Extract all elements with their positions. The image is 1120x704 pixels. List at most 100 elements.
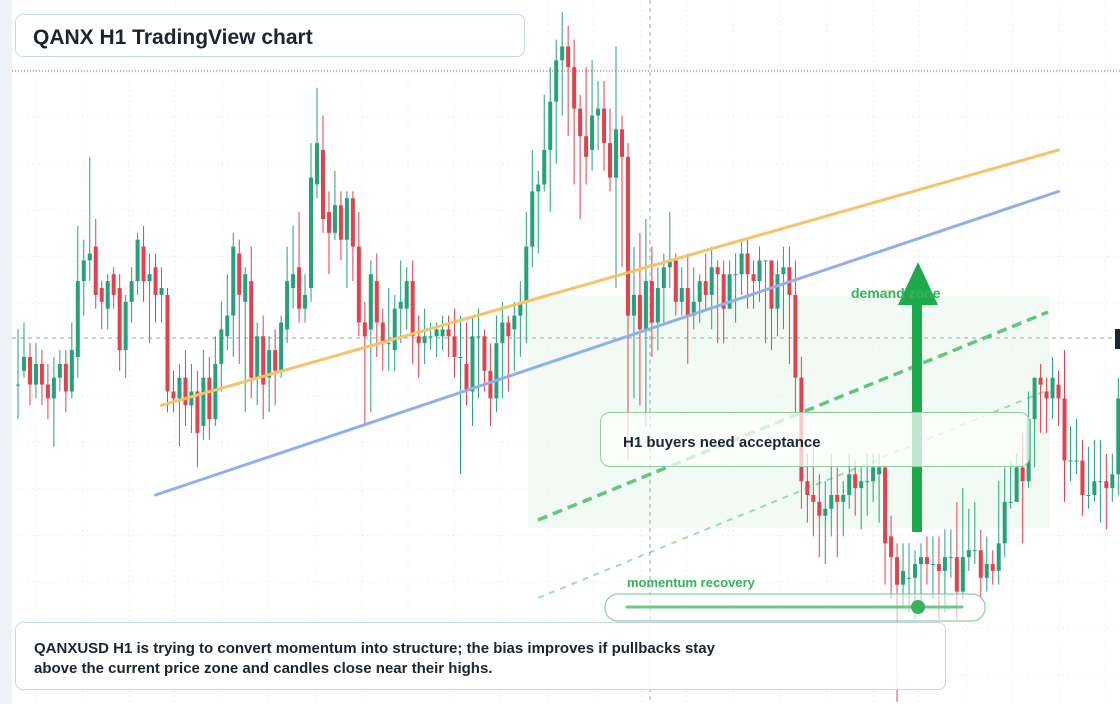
candle-body (374, 281, 379, 323)
candle-body (123, 301, 128, 351)
candle-body (440, 329, 445, 337)
candle-body (404, 281, 409, 309)
candle-body (625, 156, 630, 316)
candle-body (470, 336, 475, 392)
candle-body (320, 150, 325, 219)
candle-body (990, 564, 995, 571)
candle-body (398, 301, 403, 309)
candle-body (81, 260, 86, 282)
candle-body (978, 550, 983, 578)
candle-body (781, 267, 786, 275)
candle-body (733, 274, 738, 276)
candle-body (560, 46, 565, 61)
candle-body (829, 495, 834, 509)
candle-body (655, 288, 660, 323)
candle-body (1110, 474, 1115, 489)
candle-body (33, 363, 38, 385)
candle-body (536, 184, 541, 192)
candle-body (913, 564, 917, 578)
candle-body (1002, 501, 1007, 544)
candle-body (757, 260, 762, 282)
candle-body (45, 384, 50, 399)
candle-body (554, 60, 559, 102)
acceptance-callout: H1 buyers need acceptance (600, 412, 1030, 467)
candle-body (452, 336, 457, 357)
candle-body (350, 198, 355, 247)
candle-body (877, 467, 882, 475)
candle-body (811, 495, 816, 502)
candle-body (901, 570, 906, 585)
candle-body (793, 294, 798, 378)
candle-body (446, 329, 451, 337)
candle-body (75, 281, 80, 357)
candle-body (27, 357, 32, 385)
candle-body (1032, 377, 1037, 420)
candle-body (243, 274, 248, 302)
candle-body (924, 557, 929, 564)
candle-body (273, 350, 278, 371)
candle-body (608, 143, 613, 178)
chart-title: QANX H1 TradingView chart (33, 26, 313, 49)
candle-body (201, 377, 206, 426)
candle-body (69, 350, 74, 392)
momentum-recovery-label: momentum recovery (627, 575, 755, 590)
candle-body (853, 474, 858, 489)
candle-body (769, 260, 774, 309)
candle-body (153, 267, 158, 295)
candle-body (524, 246, 529, 302)
candle-body (1062, 398, 1067, 461)
candle-body (392, 308, 397, 351)
candle-body (697, 281, 702, 302)
candle-body (661, 267, 666, 288)
candle-body (1020, 467, 1025, 482)
candle-body (835, 495, 840, 502)
candle-body (482, 336, 487, 371)
candle-body (129, 281, 134, 302)
candle-body (715, 267, 720, 275)
candle-body (410, 281, 415, 337)
candle-body (291, 274, 296, 288)
candle-body (518, 301, 523, 316)
candle-body (572, 67, 577, 109)
candle-body (1050, 377, 1055, 399)
candle-body (548, 101, 553, 150)
trendline-blue (154, 189, 1061, 497)
candle-body (596, 108, 601, 116)
candle-body (231, 246, 236, 316)
candle-body (105, 281, 110, 309)
candle-body (51, 377, 56, 399)
candle-body (189, 391, 194, 406)
candle-body (207, 377, 212, 420)
candle-body (183, 377, 188, 406)
candle-body (960, 557, 965, 592)
momentum-knob (911, 600, 925, 614)
candle-body (315, 143, 319, 185)
trendline-orange (160, 148, 1061, 407)
candle-body (506, 322, 511, 337)
candle-body (948, 557, 953, 559)
candle-body (996, 543, 1001, 571)
candle-body (566, 46, 571, 68)
candle-body (871, 467, 876, 482)
candle-body (918, 557, 923, 564)
candle-body (111, 274, 116, 295)
candle-body (530, 191, 535, 247)
candle-body (16, 384, 20, 386)
candle-body (1092, 481, 1097, 495)
candle-body (805, 481, 810, 495)
candle-body (93, 246, 98, 295)
candle-body (1086, 495, 1091, 496)
callout-text: H1 buyers need acceptance (623, 434, 821, 451)
candle-body (763, 260, 768, 262)
candle-body (643, 281, 648, 330)
candle-body (386, 343, 391, 345)
candle-body (984, 564, 989, 578)
candle-body (841, 495, 846, 502)
candle-body (1056, 384, 1061, 399)
candle-body (63, 363, 68, 392)
candle-body (500, 322, 505, 344)
candle-body (883, 467, 888, 544)
candle-body (1116, 398, 1120, 475)
candle-body (817, 501, 822, 516)
